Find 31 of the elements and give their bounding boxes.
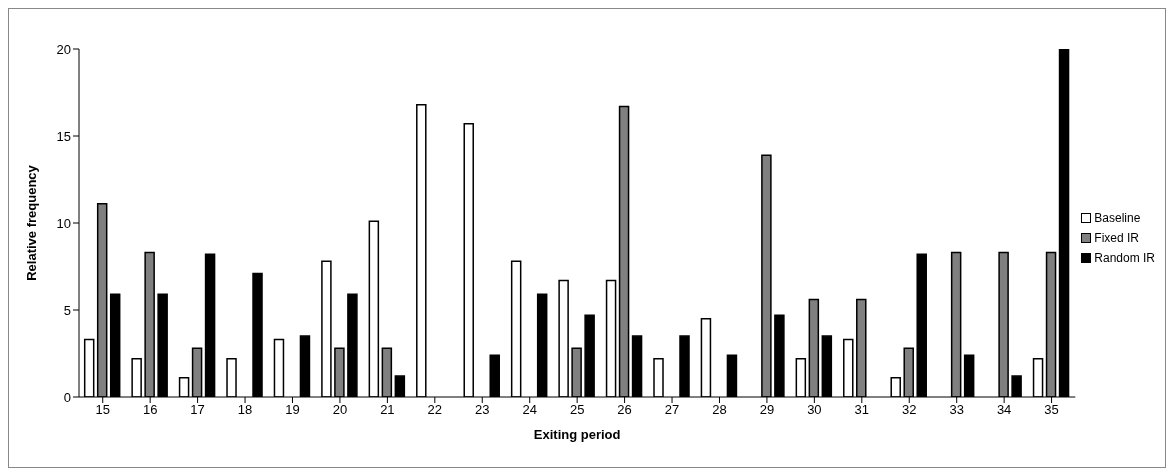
x-tick-label: 15 xyxy=(95,402,110,418)
legend-label: Random IR xyxy=(1094,251,1155,265)
x-tick-label: 31 xyxy=(854,402,870,418)
x-tick-label: 35 xyxy=(1044,402,1059,418)
x-tick-label: 17 xyxy=(190,402,205,418)
y-tick-label: 20 xyxy=(56,41,71,57)
x-tick-label: 28 xyxy=(712,402,727,418)
x-tick-label: 27 xyxy=(664,402,680,418)
x-tick-label: 18 xyxy=(237,402,253,418)
x-tick-label: 23 xyxy=(475,402,490,418)
legend-label: Baseline xyxy=(1094,211,1141,225)
legend-label: Fixed IR xyxy=(1094,231,1139,245)
x-tick-label: 26 xyxy=(617,402,632,418)
x-tick-label: 19 xyxy=(285,402,300,418)
x-tick-label: 22 xyxy=(427,402,443,418)
y-tick-label: 15 xyxy=(56,128,71,144)
x-tick-label: 20 xyxy=(332,402,348,418)
x-tick-label: 25 xyxy=(569,402,585,418)
y-axis-title: Relative frequency xyxy=(23,164,39,281)
y-tick-label: 10 xyxy=(56,215,71,231)
x-axis-title: Exiting period xyxy=(533,427,621,442)
x-tick-label: 30 xyxy=(807,402,822,418)
x-tick-label: 32 xyxy=(902,402,917,418)
x-tick-label: 29 xyxy=(759,402,775,418)
y-tick-label: 0 xyxy=(63,389,71,405)
x-tick-label: 16 xyxy=(142,402,158,418)
x-tick-label: 34 xyxy=(996,402,1012,418)
x-tick-label: 24 xyxy=(522,402,537,418)
x-tick-label: 33 xyxy=(949,402,964,418)
y-tick-label: 5 xyxy=(63,302,71,318)
x-tick-label: 21 xyxy=(380,402,395,418)
